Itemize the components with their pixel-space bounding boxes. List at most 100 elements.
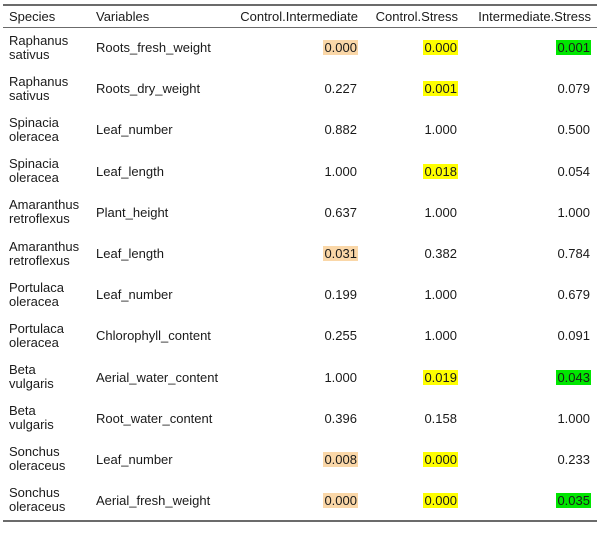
intermediate-stress-value: 0.233 bbox=[557, 451, 590, 467]
species-cell: Sonchus oleraceus bbox=[3, 480, 90, 521]
intermediate-stress-value: 0.500 bbox=[557, 122, 590, 138]
intermediate-stress-cell: 0.091 bbox=[464, 315, 597, 356]
species-genus: Spinacia bbox=[9, 114, 59, 130]
species-cell: Beta vulgaris bbox=[3, 398, 90, 439]
species-cell: Amaranthus retroflexus bbox=[3, 233, 90, 274]
table-row: Raphanus sativus Roots_dry_weight 0.227 0.00… bbox=[3, 68, 597, 109]
species-genus: Raphanus bbox=[9, 32, 69, 48]
species-cell: Raphanus sativus bbox=[3, 27, 90, 68]
control-stress-cell: 0.000 bbox=[364, 27, 464, 68]
control-stress-cell: 0.382 bbox=[364, 233, 464, 274]
intermediate-stress-cell: 0.001 bbox=[464, 27, 597, 68]
header-control-stress: Control.Stress bbox=[375, 8, 458, 24]
species-epithet: sativus bbox=[9, 87, 50, 103]
species-cell: Spinacia oleracea bbox=[3, 151, 90, 192]
species-genus: Sonchus bbox=[9, 485, 60, 501]
control-intermediate-value: 1.000 bbox=[324, 163, 357, 179]
control-intermediate-value: 0.000 bbox=[323, 492, 358, 508]
variable-cell: Roots_dry_weight bbox=[96, 81, 201, 97]
control-intermediate-cell: 1.000 bbox=[214, 357, 364, 398]
species-genus: Beta bbox=[9, 403, 36, 419]
species-genus: Amaranthus bbox=[9, 197, 80, 213]
intermediate-stress-cell: 0.233 bbox=[464, 439, 597, 480]
control-intermediate-value: 0.255 bbox=[324, 328, 357, 344]
species-genus: Amaranthus bbox=[9, 238, 80, 254]
control-intermediate-cell: 0.031 bbox=[214, 233, 364, 274]
header-intermediate-stress: Intermediate.Stress bbox=[478, 8, 591, 24]
control-intermediate-cell: 0.000 bbox=[214, 480, 364, 521]
species-genus: Sonchus bbox=[9, 444, 60, 460]
variable-cell: Roots_fresh_weight bbox=[96, 40, 211, 56]
table-row: Beta vulgaris Root_water_content 0.396 0.158… bbox=[3, 398, 597, 439]
table-row: Amaranthus retroflexus Leaf_length 0.031 0.3… bbox=[3, 233, 597, 274]
control-stress-value: 0.000 bbox=[423, 40, 458, 56]
species-genus: Beta bbox=[9, 362, 36, 378]
control-stress-cell: 0.001 bbox=[364, 68, 464, 109]
control-stress-cell: 0.000 bbox=[364, 480, 464, 521]
species-cell: Beta vulgaris bbox=[3, 357, 90, 398]
intermediate-stress-value: 0.054 bbox=[557, 163, 590, 179]
control-intermediate-value: 1.000 bbox=[324, 369, 357, 385]
variable-cell: Chlorophyll_content bbox=[96, 328, 211, 344]
table-row: Sonchus oleraceus Leaf_number 0.008 0.000 0.2… bbox=[3, 439, 597, 480]
control-stress-cell: 0.019 bbox=[364, 357, 464, 398]
table-row: Beta vulgaris Aerial_water_content 1.000 0.0… bbox=[3, 357, 597, 398]
intermediate-stress-cell: 0.784 bbox=[464, 233, 597, 274]
species-cell: Sonchus oleraceus bbox=[3, 439, 90, 480]
species-epithet: retroflexus bbox=[9, 252, 70, 268]
control-intermediate-value: 0.882 bbox=[324, 122, 357, 138]
control-intermediate-value: 0.000 bbox=[323, 40, 358, 56]
table-body: Raphanus sativus Roots_fresh_weight 0.000 0.… bbox=[3, 27, 597, 522]
control-intermediate-cell: 0.199 bbox=[214, 274, 364, 315]
species-genus: Portulaca bbox=[9, 320, 64, 336]
control-intermediate-value: 0.031 bbox=[323, 246, 358, 262]
variable-cell: Leaf_length bbox=[96, 246, 164, 262]
species-cell: Raphanus sativus bbox=[3, 68, 90, 109]
control-intermediate-cell: 0.396 bbox=[214, 398, 364, 439]
variable-cell: Leaf_number bbox=[96, 122, 173, 138]
control-stress-cell: 0.000 bbox=[364, 439, 464, 480]
table-header: Species Variables Control.Intermediate C… bbox=[3, 5, 597, 27]
control-stress-value: 1.000 bbox=[424, 122, 457, 138]
control-stress-value: 0.158 bbox=[424, 410, 457, 426]
control-stress-cell: 1.000 bbox=[364, 192, 464, 233]
variable-cell: Leaf_length bbox=[96, 163, 164, 179]
control-intermediate-value: 0.396 bbox=[324, 410, 357, 426]
control-intermediate-value: 0.227 bbox=[324, 81, 357, 97]
species-epithet: oleraceus bbox=[9, 458, 66, 474]
species-epithet: vulgaris bbox=[9, 376, 54, 392]
control-intermediate-cell: 0.000 bbox=[214, 27, 364, 68]
species-epithet: oleracea bbox=[9, 334, 59, 350]
control-stress-value: 0.382 bbox=[424, 246, 457, 262]
table-row: Spinacia oleracea Leaf_number 0.882 1.000 0.5… bbox=[3, 109, 597, 150]
intermediate-stress-value: 0.079 bbox=[557, 81, 590, 97]
table-row: Raphanus sativus Roots_fresh_weight 0.000 0.… bbox=[3, 27, 597, 68]
control-stress-cell: 1.000 bbox=[364, 315, 464, 356]
control-stress-value: 0.000 bbox=[423, 451, 458, 467]
control-intermediate-cell: 0.882 bbox=[214, 109, 364, 150]
intermediate-stress-value: 0.043 bbox=[556, 369, 591, 385]
header-control-intermediate: Control.Intermediate bbox=[240, 8, 358, 24]
species-cell: Portulaca oleracea bbox=[3, 315, 90, 356]
control-stress-value: 0.019 bbox=[423, 369, 458, 385]
table-row: Portulaca oleracea Chlorophyll_content 0.25… bbox=[3, 315, 597, 356]
header-variables: Variables bbox=[96, 8, 150, 24]
intermediate-stress-cell: 0.043 bbox=[464, 357, 597, 398]
species-epithet: oleracea bbox=[9, 293, 59, 309]
control-stress-value: 1.000 bbox=[424, 328, 457, 344]
control-intermediate-cell: 0.255 bbox=[214, 315, 364, 356]
control-stress-cell: 1.000 bbox=[364, 274, 464, 315]
intermediate-stress-value: 0.035 bbox=[556, 492, 591, 508]
intermediate-stress-cell: 0.500 bbox=[464, 109, 597, 150]
species-epithet: vulgaris bbox=[9, 417, 54, 433]
table-row: Spinacia oleracea Leaf_length 1.000 0.018 0.0… bbox=[3, 151, 597, 192]
intermediate-stress-cell: 1.000 bbox=[464, 192, 597, 233]
intermediate-stress-value: 0.784 bbox=[557, 246, 590, 262]
control-intermediate-value: 0.008 bbox=[323, 451, 358, 467]
results-table-container: Species Variables Control.Intermediate C… bbox=[3, 4, 597, 522]
control-stress-value: 0.018 bbox=[423, 163, 458, 179]
species-epithet: sativus bbox=[9, 46, 50, 62]
species-cell: Portulaca oleracea bbox=[3, 274, 90, 315]
intermediate-stress-cell: 0.035 bbox=[464, 480, 597, 521]
intermediate-stress-value: 0.001 bbox=[556, 40, 591, 56]
